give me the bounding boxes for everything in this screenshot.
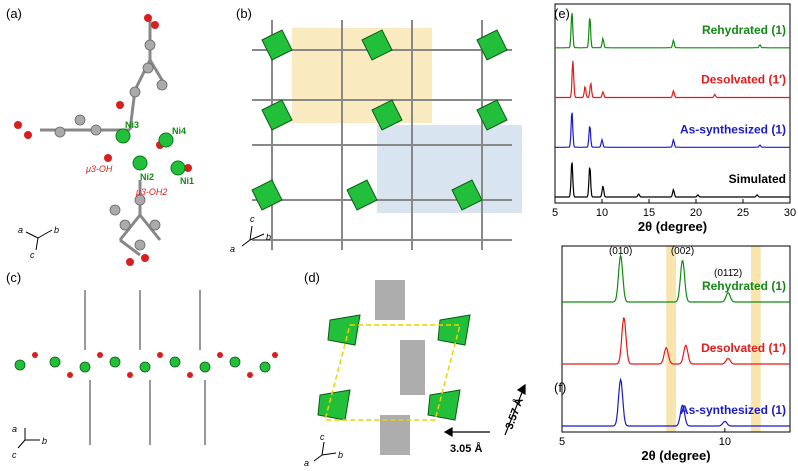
xrd-series-line: [555, 60, 790, 99]
dim-y-label: 3.57 Å: [503, 396, 526, 431]
svg-text:b: b: [266, 232, 271, 242]
svg-text:μ3-OH: μ3-OH: [85, 164, 113, 174]
highlight-band: [666, 246, 676, 432]
svg-text:b: b: [54, 225, 59, 235]
x-axis-label: 2θ (degree): [641, 448, 710, 463]
panel-d-label: (d): [304, 270, 320, 285]
svg-text:b: b: [42, 436, 47, 446]
panel-d: (d) 3.05 Å 3.57 Å c a b: [300, 270, 535, 471]
svg-text:c: c: [250, 214, 255, 224]
svg-text:Ni3: Ni3: [125, 120, 139, 130]
ni2-atom: [132, 155, 148, 171]
xrd-series-line: [555, 112, 790, 148]
xrd-chart-f: 5 10 2θ (degree) Rehydrated (1) Desolvated (…: [559, 245, 791, 463]
panel-c-label: (c): [6, 270, 22, 285]
channel-view-d: 3.05 Å 3.57 Å c a b: [304, 280, 526, 468]
series-label: Rehydrated (1): [702, 279, 786, 293]
ni-cluster-structure: Ni3 Ni4 Ni2 Ni1 μ3-OH μ3-OH2 a b c: [14, 14, 194, 266]
xrd-series-line: [555, 162, 790, 198]
ni1-atom: [170, 160, 186, 176]
svg-text:b: b: [338, 450, 343, 460]
svg-text:a: a: [18, 225, 23, 235]
series-label: Desolvated (1′): [701, 341, 786, 355]
svg-text:a: a: [304, 458, 309, 468]
peak-label: (011̄2): [714, 268, 742, 279]
plot-frame: [561, 245, 791, 433]
panel-e: (e) 5 10 15 20 25 30 2θ (degree) Rehydrated (1)…: [542, 0, 798, 240]
series-label: As-synthesized (1): [680, 403, 786, 417]
x-tick-label: 10: [596, 207, 608, 219]
panel-a-label: (a): [6, 6, 22, 21]
xrd-series-line: [562, 253, 790, 303]
x-tick-label: 30: [784, 207, 796, 219]
panel-f: (f) 5 10 2θ (degree) Rehydrated (1) Desolvat…: [542, 240, 798, 471]
ni4-atom: [158, 132, 174, 148]
xrd-series-line: [562, 377, 790, 427]
series-label: Simulated: [729, 172, 786, 186]
highlight-band: [750, 246, 761, 432]
ni3-atom: [115, 128, 131, 144]
x-tick-label: 20: [690, 207, 702, 219]
svg-text:a: a: [230, 244, 235, 254]
x-tick-label: 5: [559, 436, 565, 448]
panel-a: (a) Ni3 Ni4 Ni2 Ni1: [0, 0, 220, 270]
panel-e-label: (e): [554, 6, 570, 21]
svg-text:μ3-OH2: μ3-OH2: [135, 187, 167, 197]
svg-text:Ni2: Ni2: [140, 172, 154, 182]
panel-f-label: (f): [554, 380, 567, 395]
svg-text:a: a: [12, 424, 17, 434]
x-axis-label: 2θ (degree): [638, 219, 707, 234]
x-tick-label: 15: [643, 207, 655, 219]
xrd-chart-e: 5 10 15 20 25 30 2θ (degree) Rehydrated (1) Deso…: [552, 3, 796, 234]
series-label: As-synthesized (1): [680, 122, 786, 136]
dim-x-label: 3.05 Å: [450, 442, 482, 455]
series-label: Rehydrated (1): [702, 23, 786, 37]
panel-b-label: (b): [236, 6, 252, 21]
series-label: Desolvated (1′): [701, 73, 786, 87]
xrd-series-line: [555, 13, 790, 49]
svg-text:c: c: [12, 450, 17, 460]
plot-frame: [554, 3, 791, 204]
chain-view-c: a c b: [5, 290, 280, 460]
svg-text:Ni4: Ni4: [172, 126, 186, 136]
svg-text:c: c: [30, 250, 35, 260]
x-tick-label: 10: [719, 436, 731, 448]
panel-c: (c) a c b: [0, 270, 290, 471]
framework-view-b: c a b: [230, 20, 522, 254]
peak-label: (002): [671, 246, 694, 257]
svg-text:c: c: [320, 432, 325, 442]
peak-label: (010): [609, 246, 632, 257]
panel-b: (b) c a b: [222, 0, 542, 270]
x-tick-label: 25: [737, 207, 749, 219]
xrd-series-line: [562, 317, 790, 365]
svg-text:Ni1: Ni1: [180, 176, 194, 186]
x-tick-label: 5: [552, 207, 558, 219]
